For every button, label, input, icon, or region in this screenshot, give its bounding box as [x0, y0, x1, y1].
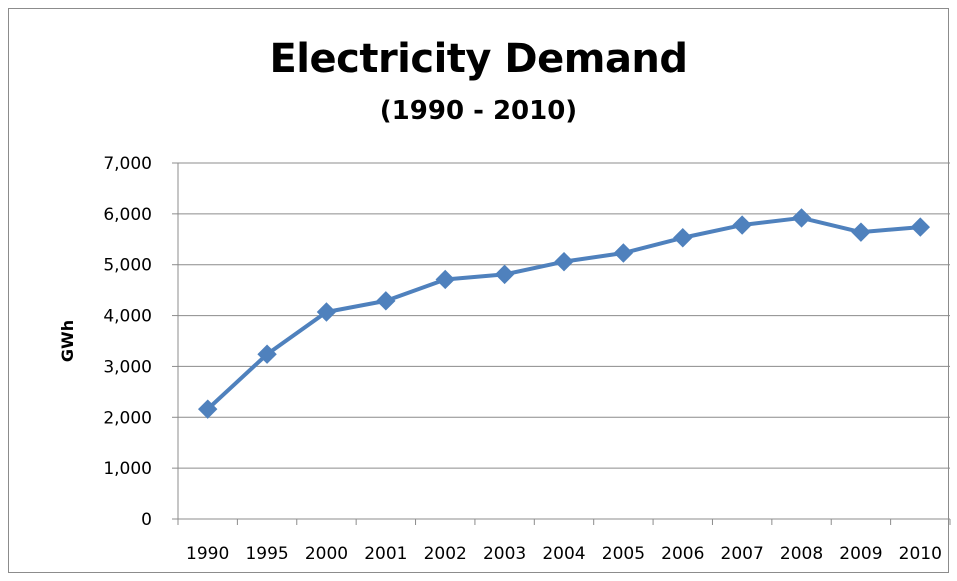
x-tick-label: 2003 — [483, 544, 526, 564]
data-point-marker — [910, 217, 931, 237]
y-axis-label: GWh — [58, 320, 77, 362]
data-point-marker — [376, 291, 396, 311]
x-tick-label: 1990 — [186, 544, 229, 564]
data-point-marker — [554, 251, 574, 272]
x-tick-label: 2001 — [364, 544, 407, 564]
chart-subtitle: (1990 - 2010) — [379, 96, 578, 126]
x-tick-label: 2010 — [899, 544, 942, 564]
series-lines — [206, 215, 921, 411]
chart-title: Electricity Demand — [269, 36, 688, 82]
y-tick-label: 1,000 — [103, 459, 152, 479]
x-tick-label: 2007 — [721, 544, 764, 564]
data-point-marker — [732, 215, 752, 235]
series-markers — [197, 208, 931, 419]
y-tick-label: 0 — [141, 510, 152, 530]
data-point-marker — [673, 228, 693, 248]
y-tick-label: 5,000 — [103, 256, 152, 276]
data-point-marker — [435, 269, 455, 290]
data-point-marker — [494, 264, 515, 285]
x-tick-label: 2008 — [780, 544, 823, 564]
x-tick-label: 2002 — [424, 544, 467, 564]
x-tick-label: 2004 — [542, 544, 585, 564]
x-tick-label: 2009 — [839, 544, 882, 564]
gridlines — [178, 162, 950, 469]
data-point-marker — [197, 399, 218, 419]
x-tick-labels: 1990 1995 2000 2001 2002 2003 2004 2005 2006 2007… — [186, 544, 942, 564]
data-point-marker — [257, 344, 277, 364]
x-tick-label: 1995 — [245, 544, 288, 564]
y-tick-label: 3,000 — [103, 357, 152, 377]
series-line — [206, 215, 921, 411]
data-point-marker — [791, 208, 812, 228]
chart-frame — [8, 8, 949, 573]
y-tick-label: 4,000 — [103, 307, 152, 327]
y-tick-label: 2,000 — [103, 408, 152, 428]
data-point-marker — [851, 222, 871, 242]
y-tick-labels: 0 1,000 2,000 3,000 4,000 5,000 6,000 7,000 — [103, 154, 152, 530]
x-tick-label: 2000 — [305, 544, 348, 564]
axes — [172, 162, 951, 525]
data-point-marker — [613, 243, 634, 263]
y-tick-label: 7,000 — [103, 154, 152, 174]
data-point-marker — [316, 302, 337, 322]
y-tick-label: 6,000 — [103, 205, 152, 225]
x-tick-label: 2005 — [602, 544, 645, 564]
x-tick-label: 2006 — [661, 544, 704, 564]
